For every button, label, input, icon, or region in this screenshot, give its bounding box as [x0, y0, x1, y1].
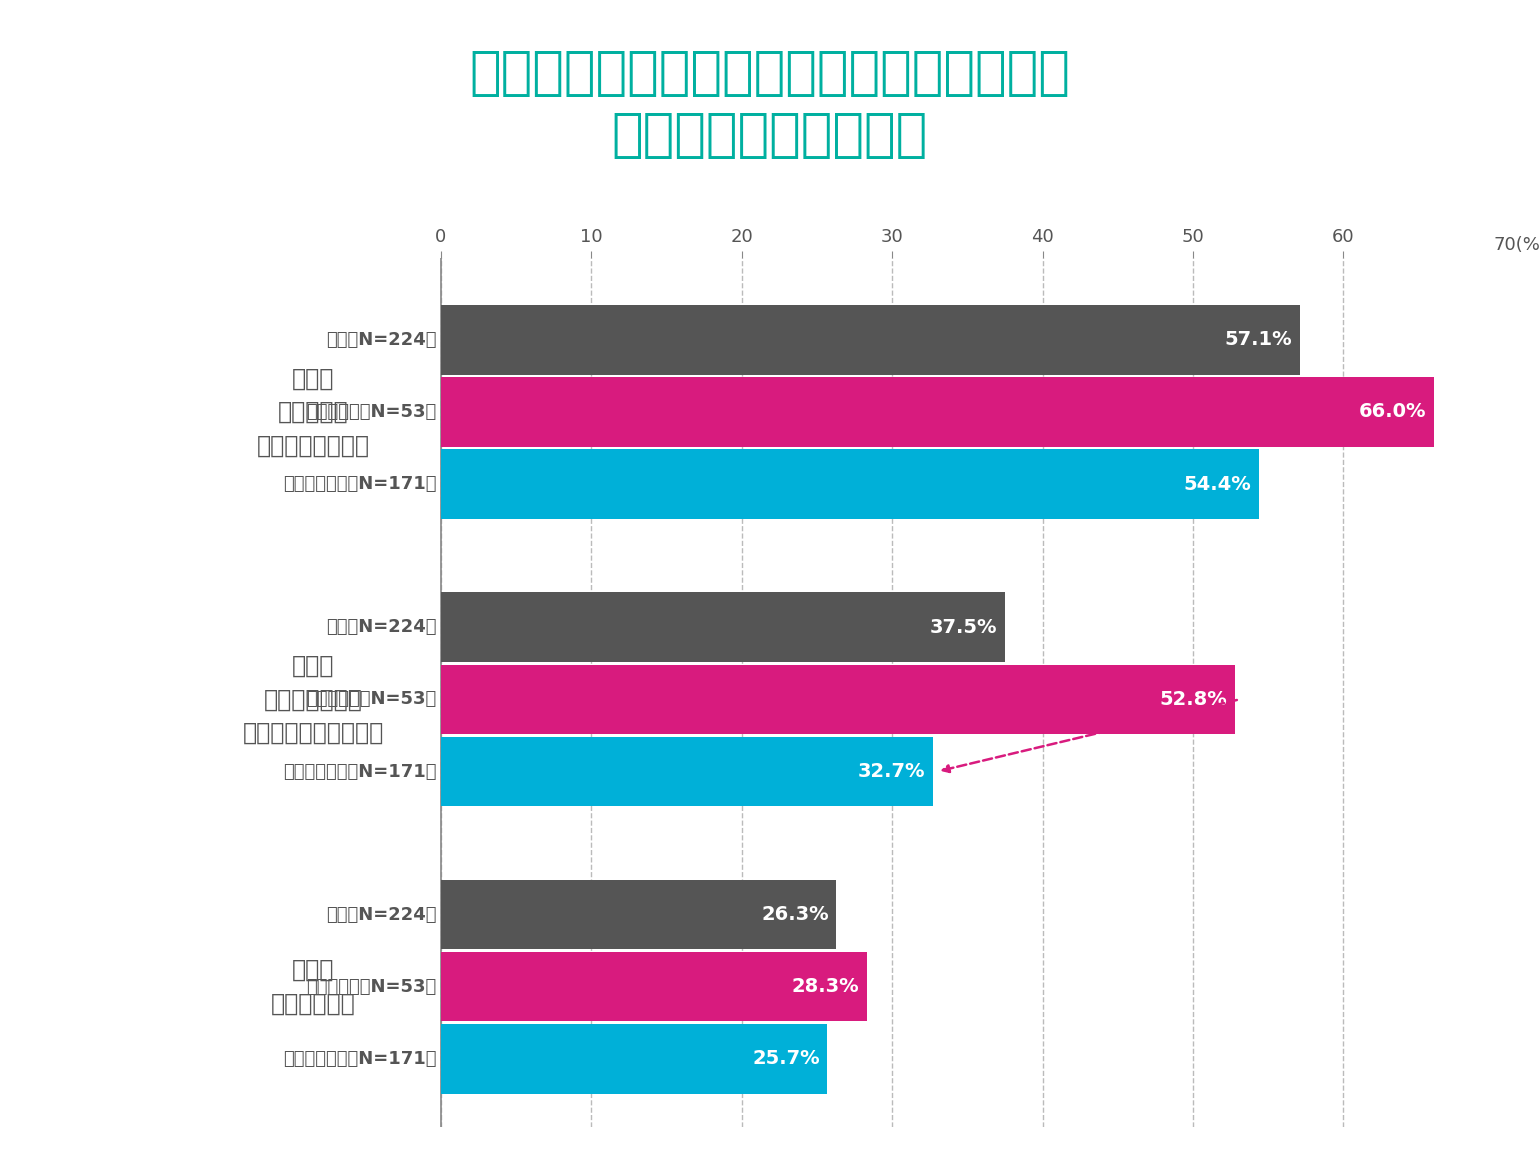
Bar — [440, 952, 867, 1021]
Text: 66.0%: 66.0% — [1358, 403, 1426, 421]
Bar — [440, 1024, 827, 1094]
Text: 37.5%: 37.5% — [930, 618, 998, 636]
Text: 26.3%: 26.3% — [761, 905, 829, 924]
Text: 28.3%: 28.3% — [792, 977, 859, 997]
Text: 54.4%: 54.4% — [1184, 474, 1252, 493]
Text: 部下がいる（N=53）: 部下がいる（N=53） — [306, 690, 436, 708]
Bar — [440, 377, 1434, 447]
Bar — [440, 664, 1235, 734]
Bar — [440, 737, 933, 807]
Text: 32.7%: 32.7% — [858, 762, 926, 781]
Text: 全体（N=224）: 全体（N=224） — [326, 905, 436, 924]
Text: 部下はいない（N=171）: 部下はいない（N=171） — [283, 1050, 436, 1068]
Text: 52.8%: 52.8% — [1160, 690, 1227, 709]
Text: 部下がいる（N=53）: 部下がいる（N=53） — [306, 403, 436, 421]
Bar — [440, 879, 836, 950]
Text: 57.1%: 57.1% — [1224, 330, 1292, 350]
Text: 部下がいる（N=53）: 部下がいる（N=53） — [306, 978, 436, 996]
Text: 70(%): 70(%) — [1494, 236, 1540, 255]
Text: 部下はいない（N=171）: 部下はいない（N=171） — [283, 475, 436, 493]
Text: 部下はいない（N=171）: 部下はいない（N=171） — [283, 763, 436, 781]
Text: １位：
接客などで
人と会話するとき: １位： 接客などで 人と会話するとき — [257, 366, 370, 458]
Bar — [440, 593, 1006, 662]
Text: 25.7%: 25.7% — [753, 1050, 819, 1068]
Bar — [440, 305, 1300, 375]
Text: 全体（N=224）: 全体（N=224） — [326, 619, 436, 636]
Text: 全体（N=224）: 全体（N=224） — [326, 331, 436, 349]
Bar — [440, 450, 1260, 519]
Text: ３位：
出勤するとき: ３位： 出勤するとき — [271, 958, 356, 1016]
Text: 仕事中に自分の汗やニオイが気になるのは
どのようなときですか: 仕事中に自分の汗やニオイが気になるのは どのようなときですか — [470, 47, 1070, 161]
Text: ２位：
社内の会議など
集まって話をするとき: ２位： 社内の会議など 集まって話をするとき — [242, 654, 383, 744]
